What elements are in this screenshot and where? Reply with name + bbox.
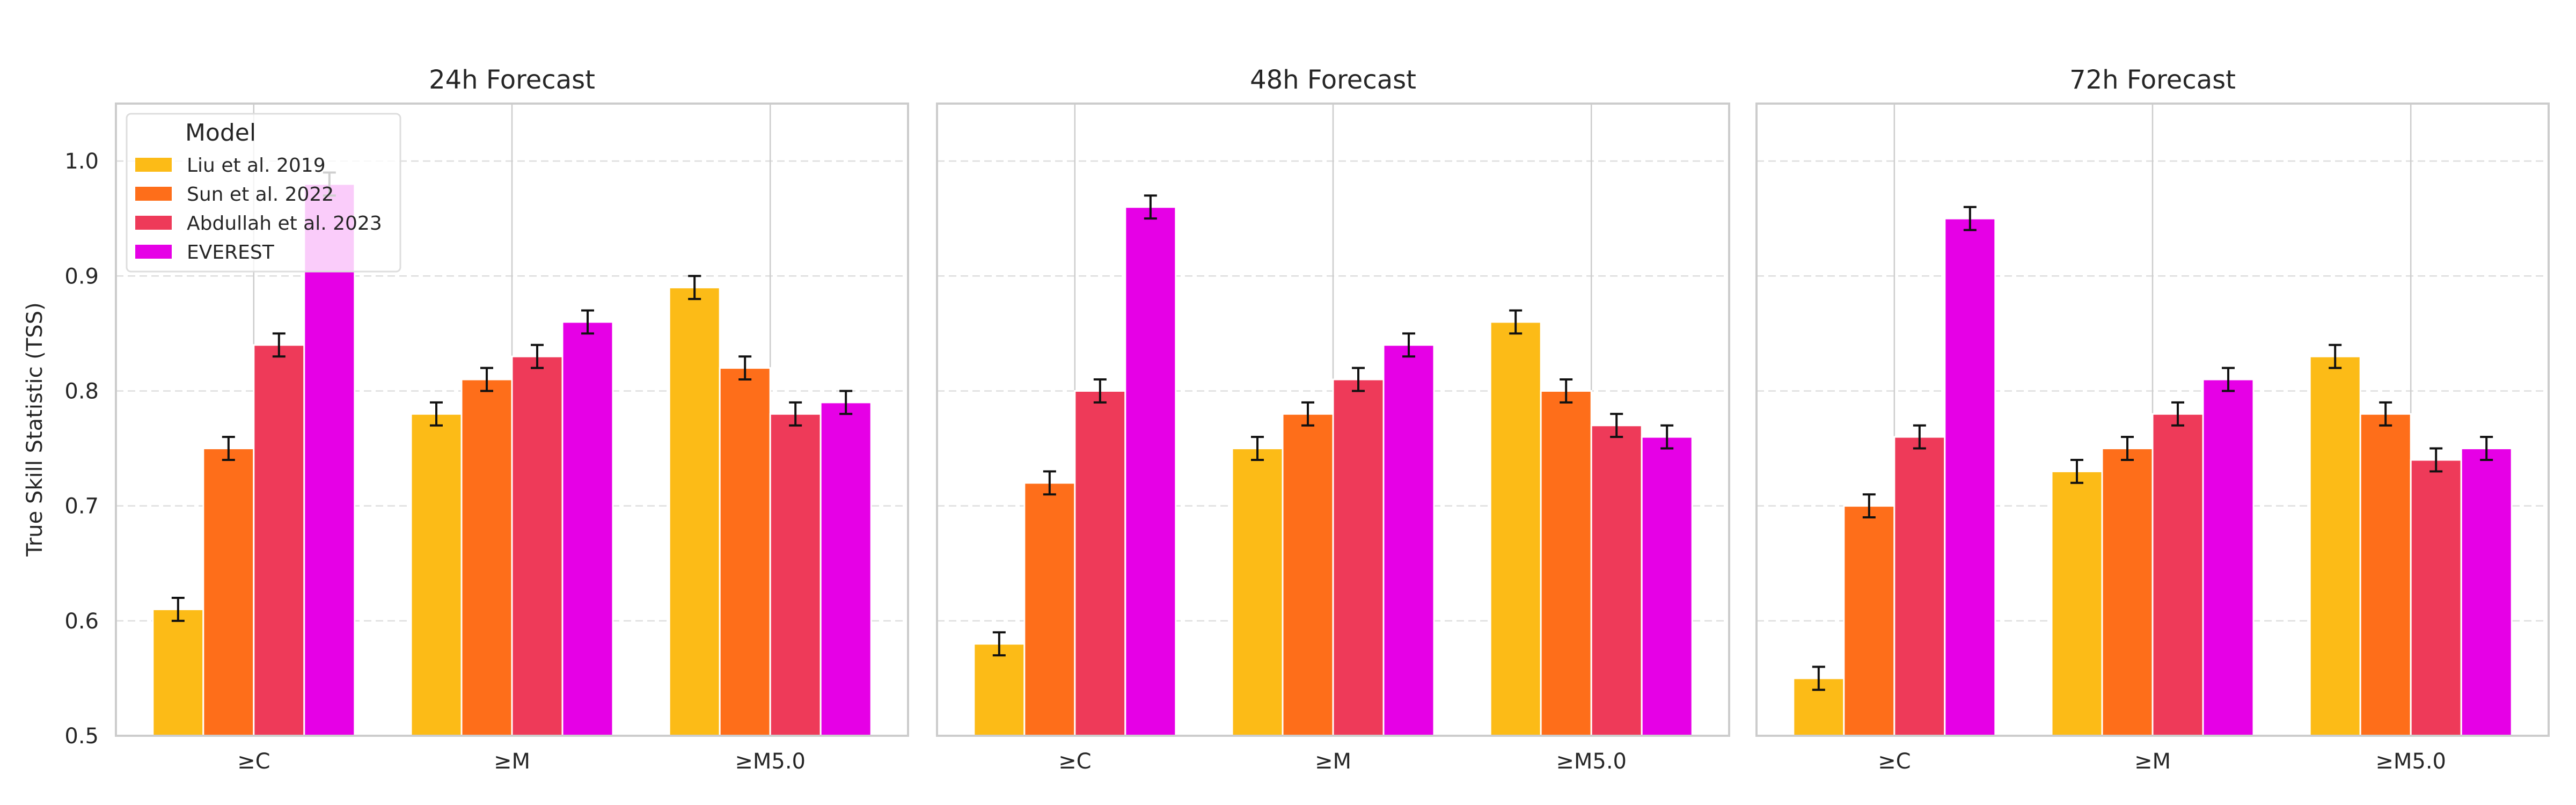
- bar: [819, 401, 872, 737]
- bar: [2101, 448, 2154, 737]
- legend-label: Liu et al. 2019: [187, 155, 326, 177]
- bar: [1231, 448, 1284, 737]
- legend-label: Abdullah et al. 2023: [187, 213, 382, 235]
- bar: [719, 367, 771, 737]
- bar: [202, 448, 255, 737]
- x-tick-label: ≥C: [1058, 749, 1091, 774]
- bar: [1893, 436, 1946, 737]
- bar: [1332, 378, 1385, 737]
- legend-label: Sun et al. 2022: [187, 184, 334, 206]
- bar: [2309, 355, 2361, 737]
- bar: [769, 413, 822, 737]
- bar: [2151, 413, 2204, 737]
- x-tick-label: ≥M: [494, 749, 530, 774]
- bar: [253, 344, 305, 737]
- x-tick-label: ≥M5.0: [735, 749, 806, 774]
- text-layer: 0.5 0.6 0.7 0.8 0.9 1.0 ≥C ≥M ≥M5.0 24h Forecast ≥…: [64, 65, 2550, 774]
- bar: [1590, 425, 1643, 737]
- panel-title: 72h Forecast: [2069, 65, 2236, 95]
- bar-layer: [152, 171, 2513, 737]
- x-tick-label: ≥M5.0: [2375, 749, 2446, 774]
- bar: [2460, 448, 2513, 737]
- y-tick-label: 0.8: [64, 379, 99, 404]
- bar: [1843, 505, 1896, 737]
- bar: [1540, 390, 1592, 737]
- bar: [152, 608, 204, 737]
- legend-swatch: [135, 187, 172, 201]
- bar: [1489, 321, 1542, 737]
- legend-swatch: [135, 216, 172, 230]
- bar: [1944, 217, 1996, 737]
- bar: [1124, 206, 1177, 737]
- x-tick-label: ≥M5.0: [1556, 749, 1627, 774]
- bar: [2410, 459, 2462, 737]
- bar: [1641, 436, 1693, 737]
- bar: [668, 287, 721, 737]
- bar: [410, 413, 463, 737]
- bar: [2359, 413, 2412, 737]
- bar: [1023, 482, 1076, 737]
- bar: [2051, 470, 2103, 737]
- legend-title: Model: [185, 119, 256, 147]
- y-tick-label: 0.6: [64, 609, 99, 634]
- legend-swatch: [135, 245, 172, 259]
- panel-frame: [936, 103, 1730, 737]
- y-tick-label: 1.0: [64, 149, 99, 174]
- legend: Model Liu et al. 2019 Sun et al. 2022 Abdul…: [126, 113, 401, 273]
- y-axis-label: True Skill Statistic (TSS): [23, 302, 47, 557]
- legend-box: [126, 113, 401, 273]
- panel-frame: [115, 103, 909, 737]
- bar: [460, 378, 513, 737]
- panel-title: 24h Forecast: [429, 65, 595, 95]
- panel-title: 48h Forecast: [1250, 65, 1416, 95]
- x-tick-label: ≥M: [1315, 749, 1351, 774]
- y-tick-label: 0.9: [64, 264, 99, 289]
- bar: [1282, 413, 1334, 737]
- bar: [1074, 390, 1126, 737]
- y-tick-label: 0.5: [64, 724, 99, 749]
- legend-swatch: [135, 158, 172, 172]
- panel-frame: [1755, 103, 2550, 737]
- y-tick-label: 0.7: [64, 494, 99, 519]
- legend-label: EVEREST: [187, 241, 275, 264]
- x-tick-label: ≥M: [2134, 749, 2171, 774]
- x-tick-label: ≥C: [1878, 749, 1911, 774]
- x-tick-label: ≥C: [237, 749, 270, 774]
- bar: [561, 321, 614, 737]
- bar: [1382, 344, 1435, 737]
- bar: [2202, 378, 2255, 737]
- bar: [303, 183, 356, 737]
- bar: [511, 355, 564, 737]
- bar: [973, 643, 1026, 737]
